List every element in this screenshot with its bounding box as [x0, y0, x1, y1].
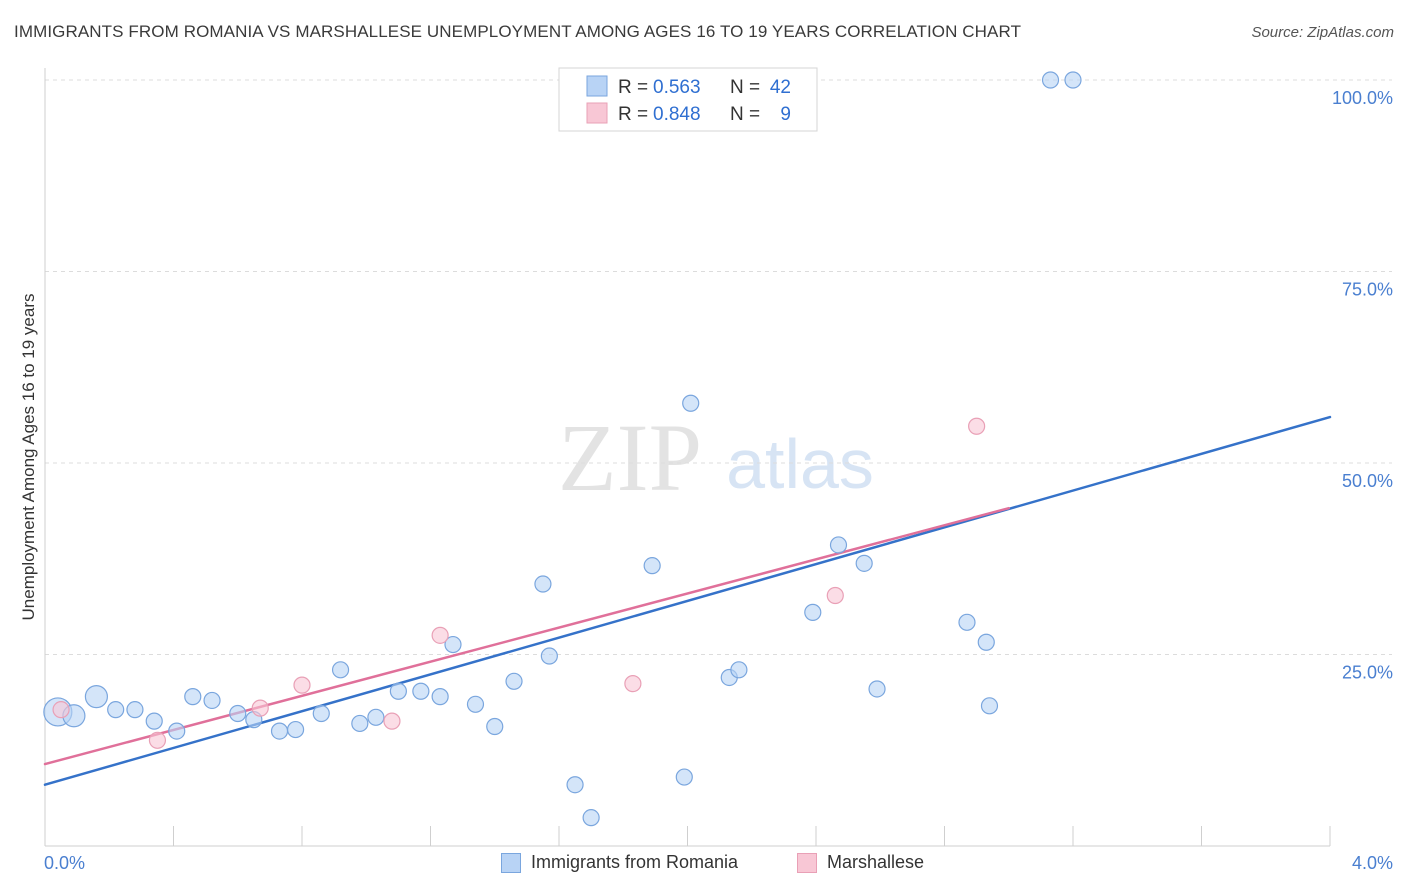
- data-point-romania: [466, 695, 485, 713]
- data-point-romania: [389, 682, 407, 700]
- data-point-romania: [1041, 71, 1060, 89]
- data-point-romania: [312, 704, 330, 723]
- data-point-romania: [980, 697, 999, 715]
- tick-labels: 25.0% 50.0% 75.0% 100.0% 0.0% 4.0%: [44, 88, 1393, 873]
- legend-swatch-marshallese-bottom: [797, 852, 817, 873]
- data-point-romania: [730, 661, 748, 679]
- axes: [44, 68, 1331, 847]
- data-point-romania: [107, 701, 125, 719]
- series-legend: Immigrants from Romania Marshallese: [0, 852, 1406, 878]
- data-point-romania: [643, 557, 661, 575]
- data-point-romania: [804, 603, 822, 621]
- data-point-romania: [168, 722, 186, 740]
- data-point-romania: [184, 688, 202, 706]
- watermark-atlas: atlas: [726, 425, 874, 503]
- legend-swatch-marshallese: [586, 102, 608, 124]
- data-point-romania: [977, 633, 995, 651]
- legend-r-value-marshallese: 0.848: [653, 104, 701, 125]
- trend-line-marshallese: [43, 506, 1010, 766]
- data-point-romania: [682, 394, 700, 412]
- y-tick-label: 25.0%: [1342, 663, 1393, 683]
- chart-title: IMMIGRANTS FROM ROMANIA VS MARSHALLESE U…: [14, 22, 1022, 41]
- x-tick-label-min: 0.0%: [44, 853, 85, 873]
- data-point-romania: [566, 776, 584, 794]
- data-point-romania: [84, 685, 109, 709]
- data-point-romania: [412, 682, 430, 700]
- x-tick-label-max: 4.0%: [1352, 853, 1393, 873]
- data-points: [43, 71, 1082, 827]
- data-point-romania: [486, 717, 504, 736]
- y-tick-label: 100.0%: [1332, 88, 1393, 108]
- data-point-romania: [505, 672, 523, 690]
- data-point-romania: [534, 575, 552, 593]
- legend-item-romania: Immigrants from Romania: [501, 852, 738, 873]
- data-point-romania: [855, 554, 873, 572]
- data-point-romania: [868, 680, 886, 698]
- legend-label-romania: Immigrants from Romania: [531, 852, 739, 872]
- data-point-romania: [829, 536, 848, 554]
- y-axis-label: Unemployment Among Ages 16 to 19 years: [19, 294, 38, 621]
- legend-n-label-marshallese: N =: [730, 104, 760, 125]
- data-point-romania: [331, 661, 350, 679]
- data-point-romania: [1064, 71, 1082, 89]
- data-point-romania: [675, 768, 693, 786]
- legend-n-value-romania: 42: [770, 77, 791, 98]
- data-point-romania: [203, 691, 221, 710]
- stats-legend: R = 0.563 N = 42 R = 0.848 N = 9: [558, 67, 818, 132]
- legend-item-marshallese: Marshallese: [797, 852, 924, 873]
- data-point-marshallese: [383, 712, 401, 730]
- data-point-romania: [351, 714, 369, 733]
- legend-label-marshallese: Marshallese: [827, 852, 925, 872]
- data-point-marshallese: [624, 675, 642, 693]
- data-point-marshallese: [293, 676, 311, 694]
- data-point-romania: [540, 647, 558, 665]
- data-point-romania: [126, 701, 144, 719]
- watermark-zip: ZIP: [558, 404, 702, 511]
- data-point-romania: [958, 613, 976, 631]
- legend-n-label-romania: N =: [730, 77, 760, 98]
- legend-swatch-romania-bottom: [501, 852, 521, 873]
- legend-r-label-romania: R =: [618, 77, 648, 98]
- data-point-marshallese: [52, 701, 70, 719]
- data-point-romania: [444, 635, 462, 654]
- legend-n-value-marshallese: 9: [780, 104, 791, 125]
- data-point-romania: [270, 722, 289, 740]
- data-point-romania: [229, 704, 247, 723]
- data-point-marshallese: [148, 731, 167, 749]
- data-point-marshallese: [968, 417, 986, 435]
- legend-swatch-romania: [586, 75, 608, 97]
- source-label: Source: ZipAtlas.com: [1251, 24, 1394, 41]
- y-tick-label: 50.0%: [1342, 471, 1393, 491]
- data-point-romania: [286, 720, 305, 739]
- legend-r-value-romania: 0.563: [653, 77, 701, 98]
- data-point-romania: [367, 708, 385, 726]
- gridlines: [45, 79, 1392, 655]
- y-tick-label: 75.0%: [1342, 280, 1393, 300]
- data-point-marshallese: [431, 626, 449, 644]
- data-point-marshallese: [826, 586, 844, 605]
- legend-r-label-marshallese: R =: [618, 104, 648, 125]
- data-point-romania: [431, 688, 449, 706]
- data-point-marshallese: [251, 699, 269, 717]
- data-point-romania: [145, 712, 163, 730]
- data-point-romania: [582, 809, 600, 827]
